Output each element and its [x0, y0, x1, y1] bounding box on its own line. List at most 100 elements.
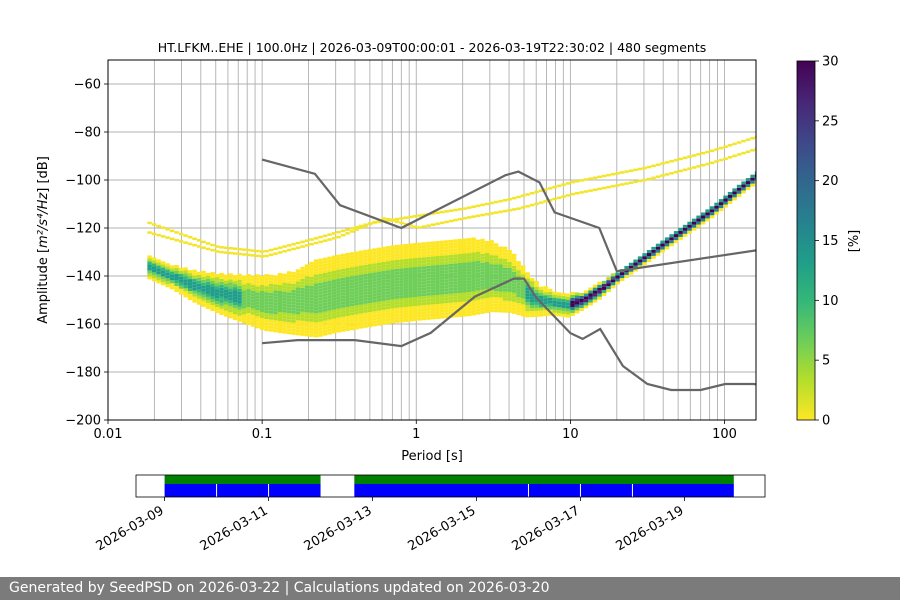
heatmap-cell	[255, 292, 260, 296]
heatmap-cell	[219, 299, 224, 303]
heatmap-outlier-cell	[250, 254, 256, 257]
heatmap-cell	[345, 294, 350, 298]
heatmap-cell	[291, 304, 296, 308]
heatmap-cell	[709, 206, 715, 210]
heatmap-cell	[403, 255, 409, 259]
heatmap-cell	[426, 283, 431, 287]
heatmap-cell	[363, 315, 368, 319]
heatmap-cell	[390, 314, 395, 318]
heatmap-cell	[493, 264, 499, 268]
heatmap-cell	[349, 324, 355, 328]
heatmap-outlier-cell	[727, 144, 733, 147]
heatmap-cell	[516, 297, 521, 301]
heatmap-cell	[471, 300, 476, 304]
heatmap-cell	[381, 306, 386, 310]
heatmap-cell	[259, 293, 265, 297]
heatmap-cell	[498, 264, 503, 268]
heatmap-cell	[336, 293, 341, 297]
heatmap-cell	[367, 252, 373, 256]
heatmap-outlier-cell	[147, 221, 152, 225]
heatmap-cell	[462, 268, 467, 272]
heatmap-outlier-cell	[309, 238, 314, 241]
heatmap-cell	[385, 246, 391, 250]
heatmap-cell	[313, 265, 319, 269]
heatmap-cell	[246, 295, 251, 299]
heatmap-cell	[493, 270, 499, 274]
heatmap-outlier-cell	[556, 196, 562, 200]
heatmap-outlier-cell	[678, 169, 683, 173]
heatmap-outlier-cell	[723, 157, 728, 160]
heatmap-cell	[417, 311, 422, 315]
heatmap-cell	[246, 322, 251, 326]
heatmap-cell	[363, 261, 368, 265]
heatmap-cell	[394, 244, 400, 248]
heatmap-cell	[412, 249, 418, 253]
heatmap-cell	[484, 252, 490, 256]
heatmap-cell	[376, 295, 382, 299]
heatmap-cell	[403, 312, 409, 316]
heatmap-cell	[255, 295, 260, 299]
heatmap-cell	[390, 257, 395, 261]
heatmap-cell	[538, 304, 544, 308]
heatmap-outlier-cell	[565, 194, 571, 197]
heatmap-cell	[475, 272, 481, 276]
heatmap-outlier-cell	[192, 237, 197, 240]
heatmap-cell	[160, 267, 166, 271]
heatmap-outlier-cell	[435, 211, 440, 215]
heatmap-cell	[430, 274, 436, 278]
heatmap-cell	[448, 257, 454, 261]
heatmap-outlier-cell	[610, 172, 616, 176]
heatmap-cell	[336, 311, 341, 315]
heatmap-cell	[462, 301, 467, 305]
heatmap-cell	[448, 293, 454, 297]
heatmap-cell	[655, 249, 661, 253]
heatmap-cell	[628, 268, 634, 272]
heatmap-cell	[291, 301, 296, 305]
heatmap-cell	[394, 280, 400, 284]
heatmap-cell	[741, 187, 746, 191]
heatmap-cell	[345, 327, 350, 331]
heatmap-cell	[340, 268, 346, 272]
heatmap-cell	[534, 283, 539, 287]
heatmap-cell	[277, 288, 283, 292]
heatmap-cell	[673, 234, 679, 238]
heatmap-cell	[439, 255, 445, 259]
grid	[108, 60, 756, 421]
heatmap-cell	[385, 273, 391, 277]
heatmap-cell	[601, 286, 607, 290]
heatmap-cell	[723, 201, 728, 205]
heatmap-cell	[439, 240, 445, 244]
heatmap-cell	[484, 249, 490, 253]
heatmap-cell	[201, 300, 206, 304]
heatmap-outlier-cell	[750, 149, 755, 152]
heatmap-cell	[336, 299, 341, 303]
heatmap-cell	[340, 295, 346, 299]
heatmap-cell	[556, 292, 562, 296]
heatmap-cell	[426, 241, 431, 245]
heatmap-cell	[570, 297, 575, 301]
heatmap-outlier-cell	[304, 239, 310, 242]
heatmap-cell	[507, 306, 512, 310]
heatmap-cell	[480, 247, 485, 251]
heatmap-cell	[381, 309, 386, 313]
heatmap-outlier-cell	[165, 228, 170, 231]
heatmap-cell	[403, 309, 409, 313]
heatmap-cell	[192, 287, 197, 291]
heatmap-cell	[489, 267, 494, 271]
heatmap-cell	[426, 277, 431, 281]
heatmap-cell	[183, 282, 188, 286]
heatmap-cell	[552, 309, 557, 313]
heatmap-cell	[430, 244, 436, 248]
heatmap-outlier-cell	[264, 254, 269, 258]
heatmap-cell	[367, 315, 373, 319]
heatmap-cell	[354, 266, 359, 270]
heatmap-cell	[516, 264, 521, 268]
heatmap-cell	[480, 241, 485, 245]
heatmap-outlier-cell	[489, 212, 494, 215]
heatmap-cell	[610, 285, 616, 289]
heatmap-outlier-cell	[655, 163, 661, 166]
heatmap-cell	[286, 286, 292, 290]
heatmap-cell	[187, 285, 193, 289]
heatmap-cell	[295, 314, 301, 318]
heatmap-cell	[376, 316, 382, 320]
